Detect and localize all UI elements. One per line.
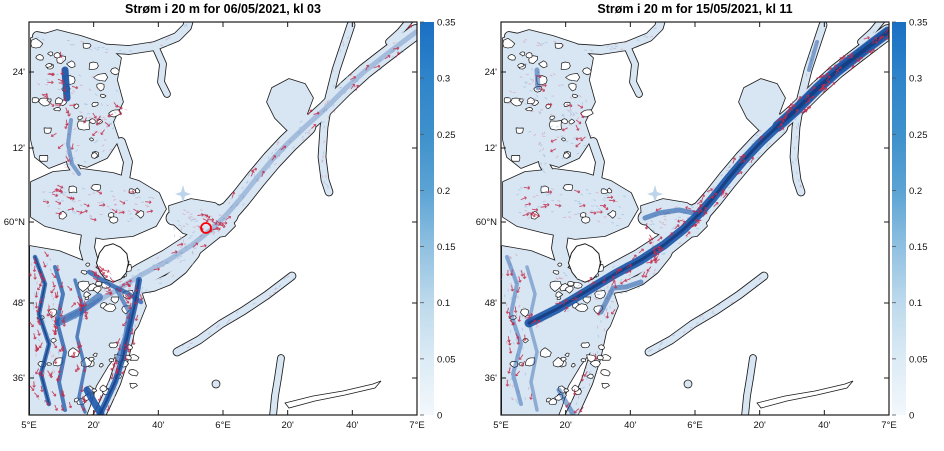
map-panel-right: 5°E 20' 40' 6°E 20' 40' 7°E 24' 12' 60°N 48' 36' 0.3… xyxy=(476,18,928,432)
colorbar-tick-label: 0.35 xyxy=(909,18,928,29)
panel-right-title: Strøm i 20 m for 15/05/2021, kl 11 xyxy=(597,2,793,16)
colorbar-tick-label: 0.2 xyxy=(909,186,922,197)
x-tick-label: 6°E xyxy=(215,420,230,431)
colorbar-gradient xyxy=(420,22,434,415)
y-tick-label: 24' xyxy=(485,67,498,78)
x-tick-label: 40' xyxy=(624,420,637,431)
x-tick-label: 5°E xyxy=(493,420,508,431)
x-tick-label: 20' xyxy=(753,420,766,431)
colorbar-tick-label: 0.15 xyxy=(437,242,456,253)
map-content xyxy=(501,22,889,415)
star-marker xyxy=(647,185,663,203)
colorbar-tick-label: 0 xyxy=(909,411,914,422)
y-tick-label: 12' xyxy=(13,143,26,154)
x-tick-label: 20' xyxy=(559,420,572,431)
colorbar-tick-label: 0.25 xyxy=(437,130,456,141)
x-tick-label: 7°E xyxy=(881,420,896,431)
panel-left-title: Strøm i 20 m for 06/05/2021, kl 03 xyxy=(125,2,321,16)
islands-layer xyxy=(502,37,854,409)
colorbar-tick-label: 0.35 xyxy=(437,18,456,29)
y-tick-label: 36' xyxy=(485,373,498,384)
axes: 5°E 20' 40' 6°E 20' 40' 7°E 24' 12' 60°N 48' 36' xyxy=(4,21,425,431)
y-tick-label: 60°N xyxy=(476,217,497,228)
y-tick-label: 24' xyxy=(13,67,26,78)
colorbar: 0.35 0.3 0.25 0.2 0.15 0.1 0.05 0 xyxy=(420,18,456,422)
y-tick-label: 48' xyxy=(13,298,26,309)
colorbar-tick-label: 0.3 xyxy=(909,74,922,85)
map-panel-left: 5°E 20' 40' 6°E 20' 40' 7°E 24' 12' 60°N 48' 36' 0.3… xyxy=(4,18,456,432)
current-arrows xyxy=(505,28,889,414)
axes: 5°E 20' 40' 6°E 20' 40' 7°E 24' 12' 60°N 48' 36' xyxy=(476,21,897,431)
colorbar-gradient xyxy=(892,22,906,415)
star-marker xyxy=(175,185,191,203)
map-content xyxy=(29,22,417,415)
y-tick-label: 12' xyxy=(485,143,498,154)
x-tick-label: 40' xyxy=(346,420,359,431)
colorbar-tick-label: 0.15 xyxy=(909,242,928,253)
colorbar-tick-label: 0.05 xyxy=(909,354,928,365)
colorbar: 0.35 0.3 0.25 0.2 0.15 0.1 0.05 0 xyxy=(892,18,928,422)
x-tick-label: 7°E xyxy=(409,420,424,431)
colorbar-tick-label: 0.3 xyxy=(437,74,450,85)
x-tick-label: 6°E xyxy=(687,420,702,431)
map-axes-area: 5°E 20' 40' 6°E 20' 40' 7°E 24' 12' 60°N 48' 36' 0.3… xyxy=(4,18,456,432)
colorbar-tick-label: 0 xyxy=(437,411,442,422)
colorbar-tick-label: 0.1 xyxy=(909,298,922,309)
x-tick-label: 20' xyxy=(87,420,100,431)
current-arrows xyxy=(29,24,413,415)
y-tick-label: 36' xyxy=(13,373,26,384)
colorbar-tick-label: 0.25 xyxy=(909,130,928,141)
x-tick-label: 5°E xyxy=(21,420,36,431)
map-axes-area: 5°E 20' 40' 6°E 20' 40' 7°E 24' 12' 60°N 48' 36' 0.3… xyxy=(476,18,928,432)
colorbar-tick-label: 0.2 xyxy=(437,186,450,197)
strong-current-streaks xyxy=(32,29,417,415)
y-tick-label: 60°N xyxy=(4,217,25,228)
colorbar-tick-label: 0.05 xyxy=(437,354,456,365)
colorbar-tick-label: 0.1 xyxy=(437,298,450,309)
x-tick-label: 40' xyxy=(818,420,831,431)
x-tick-label: 20' xyxy=(281,420,294,431)
x-tick-label: 40' xyxy=(152,420,165,431)
y-tick-label: 48' xyxy=(485,298,498,309)
observation-circle-marker xyxy=(200,222,212,234)
